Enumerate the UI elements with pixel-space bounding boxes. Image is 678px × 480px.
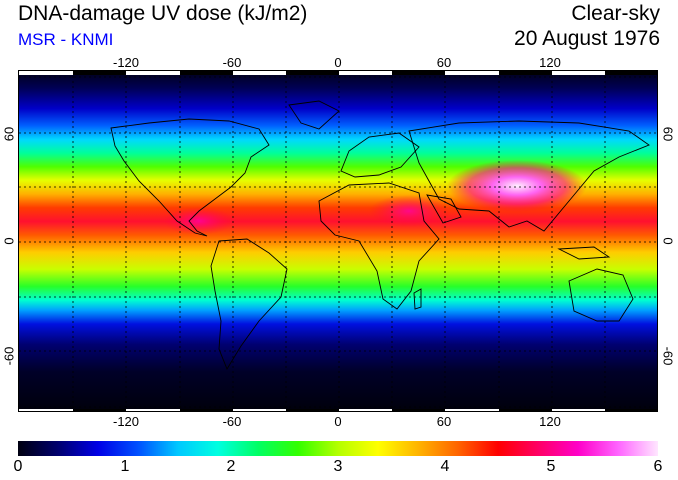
- lon-label-top-minus120: -120: [112, 55, 140, 70]
- lat-label-right-minus60: -60: [660, 346, 676, 366]
- map-title: DNA-damage UV dose (kJ/m2): [18, 2, 308, 25]
- lon-label-bottom-minus60: -60: [222, 414, 242, 429]
- scale-label-6: 6: [653, 458, 663, 475]
- lat-label-left-minus60: -60: [1, 346, 17, 366]
- madagascar-outline: [413, 288, 422, 310]
- frame-ticks: [19, 71, 657, 411]
- australia-outline: [568, 268, 634, 322]
- scale-label-0: 0: [13, 458, 23, 475]
- sahara-hotspot: [369, 195, 449, 227]
- uv-dose-map: [18, 70, 658, 412]
- scale-label-4: 4: [440, 458, 450, 475]
- lon-label-bottom-120: 120: [539, 414, 561, 429]
- lat-label-right-60: 60: [660, 126, 676, 142]
- lon-label-top-60: 60: [436, 55, 452, 70]
- scale-label-1: 1: [120, 458, 130, 475]
- lat-label-left-0: 0: [1, 237, 17, 245]
- scale-label-2: 2: [226, 458, 236, 475]
- source-label: MSR - KNMI: [18, 30, 114, 49]
- mexico-hotspot: [164, 207, 234, 235]
- date-label: 20 August 1976: [514, 27, 660, 50]
- lon-label-top-minus60: -60: [222, 55, 242, 70]
- europe-outline: [340, 132, 420, 178]
- lon-label-top-0: 0: [334, 55, 342, 70]
- dose-field: [19, 71, 657, 411]
- map-canvas: [19, 71, 657, 411]
- lon-label-bottom-60: 60: [436, 414, 452, 429]
- lat-label-left-60: 60: [1, 126, 17, 142]
- south-america-outline: [210, 238, 288, 371]
- greenland-outline: [288, 100, 340, 130]
- north-america-outline: [110, 118, 270, 237]
- color-scale-bar: [18, 441, 658, 456]
- africa-outline: [318, 182, 440, 310]
- asia-outline: [408, 120, 650, 232]
- scale-label-5: 5: [546, 458, 556, 475]
- scale-label-3: 3: [333, 458, 343, 475]
- lat-label-right-0: 0: [660, 237, 676, 245]
- lon-label-top-120: 120: [539, 55, 561, 70]
- lon-label-bottom-minus120: -120: [112, 414, 140, 429]
- indonesia-outline: [557, 246, 611, 260]
- graticule: [19, 71, 657, 411]
- coastlines: [110, 100, 650, 371]
- lon-label-bottom-0: 0: [334, 414, 342, 429]
- arabia-outline: [426, 194, 462, 224]
- sky-condition-label: Clear-sky: [571, 2, 660, 25]
